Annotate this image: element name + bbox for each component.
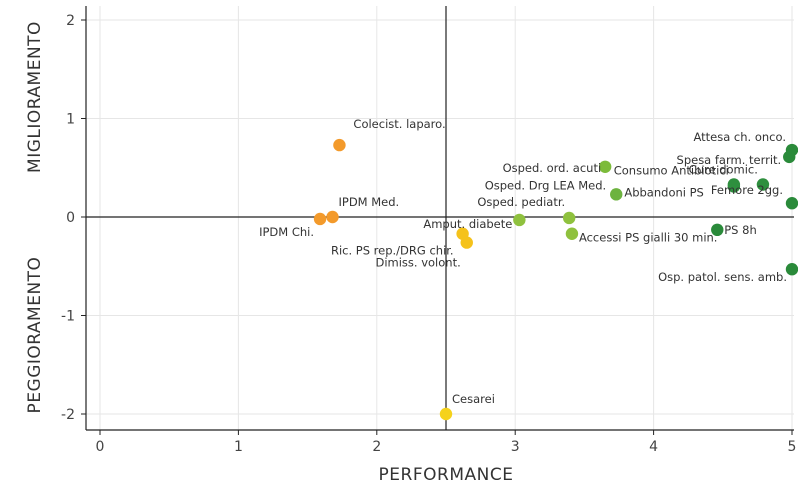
point-labels: Colecist. laparo. IPDM Med. IPDM Chi. Ric. …: [259, 117, 787, 406]
point-label: Ric. PS rep./DRG chir.: [331, 244, 454, 258]
y-tick-label: 2: [66, 13, 75, 29]
data-point: [565, 227, 579, 240]
point-label: Cesarei: [452, 392, 495, 406]
x-tick-label: 0: [96, 439, 105, 455]
x-tick-label: 5: [788, 439, 797, 455]
point-label: Dimiss. volont.: [375, 256, 460, 270]
point-label: IPDM Chi.: [259, 225, 314, 239]
point-label: Accessi PS gialli 30 min.: [579, 231, 718, 245]
point-label: Cure domic.: [689, 162, 758, 176]
data-point: [513, 213, 526, 227]
y-tick-label: 1: [66, 112, 75, 128]
data-point: [711, 223, 724, 237]
point-label: Osp. patol. sens. amb.: [658, 270, 787, 284]
point-label: IPDM Med.: [339, 195, 400, 209]
data-point: [460, 236, 473, 249]
data-point: [333, 138, 346, 152]
data-point: [326, 210, 339, 224]
point-label: Amput. diabete: [423, 217, 512, 231]
x-tick-label: 2: [372, 439, 381, 455]
data-point: [313, 212, 327, 226]
data-point: [785, 263, 798, 276]
axes: [81, 6, 794, 435]
x-tick-label: 1: [234, 439, 243, 455]
point-label: Consumo Antibiotici: [614, 163, 729, 177]
x-tick-label: 4: [649, 439, 658, 455]
data-point: [562, 211, 576, 225]
reference-lines: [86, 6, 794, 430]
x-tick-label: 3: [511, 439, 520, 455]
point-label: Osped. ord. acuti: [503, 161, 602, 175]
point-label: Abbandoni PS: [624, 185, 704, 199]
point-label: Colecist. laparo.: [353, 117, 445, 131]
x-axis-title: PERFORMANCE: [379, 465, 514, 485]
y-axis-title-bottom: PEGGIORAMENTO: [25, 257, 45, 414]
point-label: PS 8h: [724, 223, 757, 237]
data-point: [727, 180, 741, 193]
y-axis-title-top: MIGLIORAMENTO: [25, 21, 45, 173]
point-label: Attesa ch. onco.: [693, 130, 786, 144]
tick-labels: 0 1 2 3 4 5 -2 -1 0 1 2: [61, 13, 796, 455]
point-label: Spesa farm. territ.: [677, 153, 782, 167]
data-point: [756, 178, 770, 191]
y-tick-label: -2: [61, 407, 75, 423]
data-point: [598, 160, 612, 173]
point-label: Osped. pediatr.: [477, 195, 565, 209]
y-tick-label: 0: [66, 210, 75, 226]
data-point: [785, 197, 798, 210]
data-point: [439, 407, 453, 421]
point-label: Osped. Drg LEA Med.: [485, 178, 607, 192]
data-point: [610, 188, 623, 201]
data-point: [783, 150, 796, 164]
y-tick-label: -1: [61, 309, 75, 325]
data-points: [313, 138, 798, 421]
point-label: Femore 2gg.: [711, 183, 783, 197]
